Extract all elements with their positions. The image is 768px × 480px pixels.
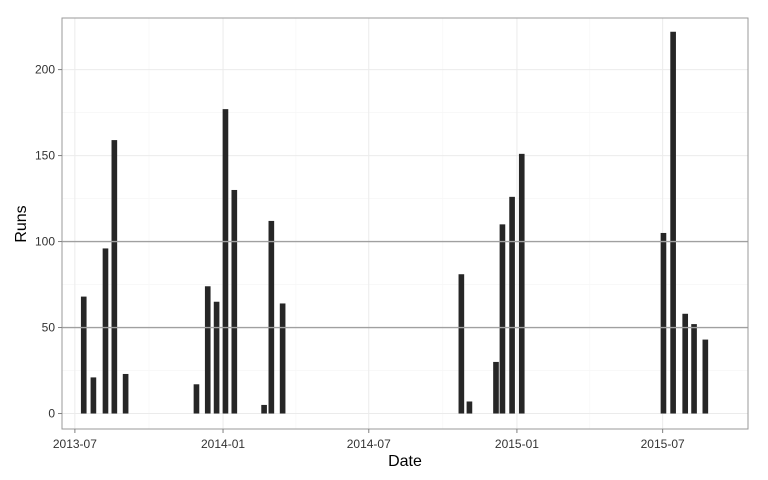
bar (466, 401, 473, 414)
y-axis-ticks: 0 50 100 150 200 (35, 63, 62, 421)
bar (261, 404, 267, 414)
minor-grid (62, 18, 748, 429)
x-axis-ticks: 2013-07 2014-01 2014-07 2015-01 2015-07 (53, 429, 685, 451)
x-tick-label: 2013-07 (53, 437, 97, 451)
x-tick-label: 2015-07 (641, 437, 685, 451)
bar (102, 248, 109, 414)
bar (204, 286, 211, 414)
y-tick-label: 200 (35, 63, 55, 77)
bar (231, 189, 238, 414)
bar (193, 384, 200, 414)
x-tick-label: 2014-01 (201, 437, 245, 451)
bar (509, 196, 515, 414)
bar (458, 274, 465, 414)
bar (111, 140, 118, 414)
y-tick-label: 100 (35, 235, 55, 249)
bar (660, 232, 667, 414)
bar (279, 303, 286, 414)
panel-background (62, 18, 748, 429)
y-axis-title: Runs (13, 205, 30, 242)
bars (80, 31, 709, 414)
bar (80, 296, 87, 414)
bar (499, 224, 506, 414)
bar (268, 220, 275, 414)
bar (90, 377, 97, 414)
y-tick-label: 50 (42, 321, 56, 335)
bar (670, 31, 676, 414)
bar (222, 109, 229, 414)
bar (518, 153, 525, 414)
x-tick-label: 2015-01 (495, 437, 539, 451)
bar (682, 313, 689, 414)
y-tick-label: 0 (48, 407, 55, 421)
bar (691, 324, 697, 414)
bar (122, 373, 129, 414)
x-tick-label: 2014-07 (347, 437, 391, 451)
bar (702, 339, 709, 414)
bar (493, 361, 499, 414)
panel-border (61, 17, 749, 430)
bar (213, 301, 220, 414)
reference-lines (62, 240, 748, 329)
y-tick-label: 150 (35, 149, 55, 163)
x-axis-title: Date (388, 453, 422, 470)
